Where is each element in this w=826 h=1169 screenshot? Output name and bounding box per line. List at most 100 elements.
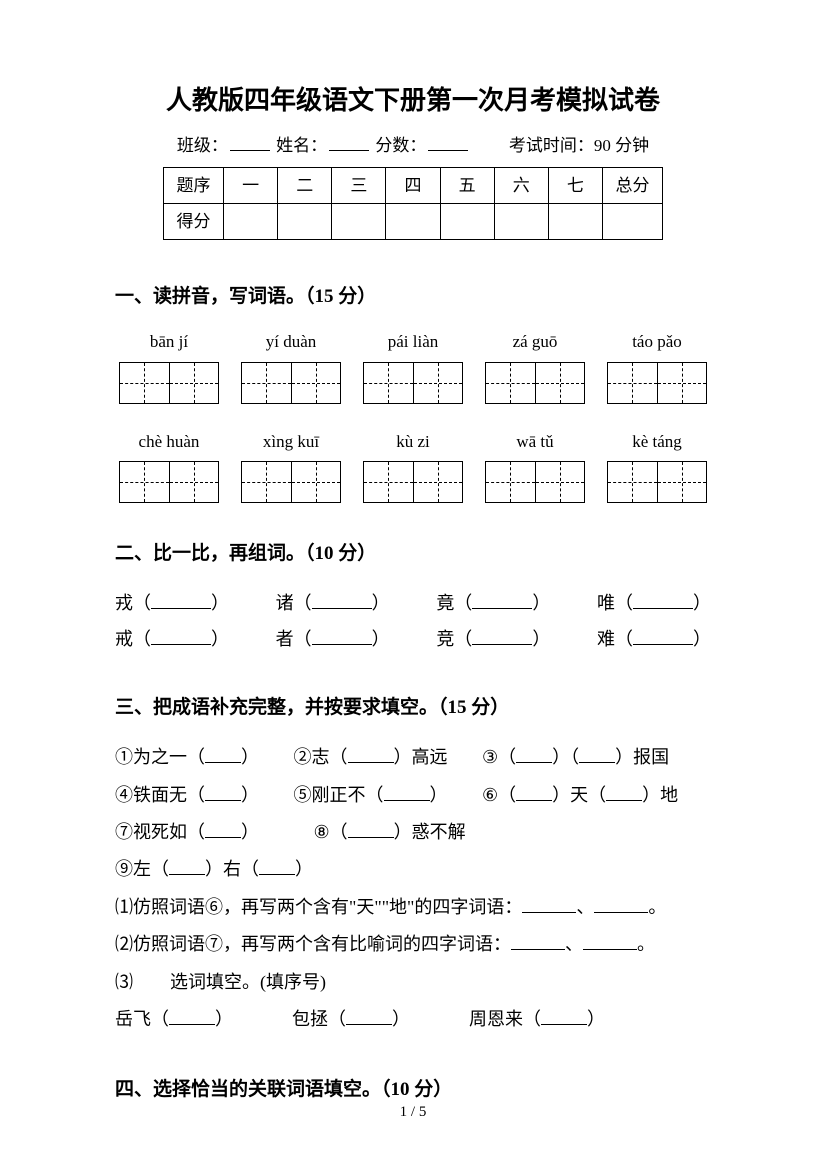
answer-blank[interactable]	[348, 745, 394, 763]
q3-name: 岳飞（	[115, 1009, 169, 1029]
q2-row-2: 戒（） 者（） 竞（） 难（）	[115, 621, 711, 657]
table-header: 七	[548, 167, 602, 203]
score-cell[interactable]	[603, 203, 663, 239]
score-cell[interactable]	[332, 203, 386, 239]
score-cell[interactable]	[548, 203, 602, 239]
answer-blank[interactable]	[151, 591, 211, 609]
table-header: 题序	[164, 167, 224, 203]
answer-blank[interactable]	[541, 1007, 587, 1025]
answer-blank[interactable]	[151, 627, 211, 645]
q2-char: 诸（	[276, 593, 312, 613]
char-box[interactable]	[241, 362, 341, 404]
q3-line-1: ①为之一（） ②志（）高远 ③（）（）报国	[115, 739, 711, 776]
table-header: 三	[332, 167, 386, 203]
answer-blank[interactable]	[312, 627, 372, 645]
q3-sub-text: ⑴仿照词语⑥，再写两个含有"天""地"的四字词语：	[115, 897, 522, 917]
q3-name: 周恩来（	[469, 1009, 541, 1029]
score-cell[interactable]	[224, 203, 278, 239]
pinyin-row-1: bān jí yí duàn pái liàn zá guō táo pǎo	[115, 328, 711, 355]
table-header: 五	[440, 167, 494, 203]
q3-text: ⑨左（	[115, 859, 169, 879]
char-box[interactable]	[607, 461, 707, 503]
char-box[interactable]	[363, 461, 463, 503]
q2-row-1: 戎（） 诸（） 竟（） 唯（）	[115, 585, 711, 621]
q2-char: 戎（	[115, 593, 151, 613]
answer-blank[interactable]	[472, 627, 532, 645]
answer-blank[interactable]	[472, 591, 532, 609]
char-box[interactable]	[119, 362, 219, 404]
pinyin-label: bān jí	[119, 328, 219, 355]
answer-blank[interactable]	[516, 745, 552, 763]
char-box[interactable]	[119, 461, 219, 503]
q2-char: 竟（	[436, 593, 472, 613]
q3-sub-3: ⑶ 选词填空。(填序号)	[115, 964, 711, 1001]
char-box[interactable]	[485, 362, 585, 404]
q3-text: ②志（	[294, 747, 348, 767]
q3-sub-text: 选词填空。(填序号)	[170, 972, 326, 992]
q2-char: 竞（	[436, 629, 472, 649]
answer-blank[interactable]	[205, 783, 241, 801]
score-cell[interactable]	[386, 203, 440, 239]
answer-blank[interactable]	[579, 745, 615, 763]
q3-text: ③（	[482, 747, 516, 767]
char-box[interactable]	[241, 461, 341, 503]
answer-blank[interactable]	[169, 857, 205, 875]
page-footer: 1 / 5	[0, 1100, 826, 1124]
section-3-title: 三、把成语补充完整，并按要求填空。（15 分）	[115, 691, 711, 725]
answer-blank[interactable]	[205, 820, 241, 838]
score-label-cell: 得分	[164, 203, 224, 239]
answer-blank[interactable]	[259, 857, 295, 875]
table-header: 六	[494, 167, 548, 203]
answer-blank[interactable]	[594, 895, 648, 913]
class-label: 班级：	[177, 136, 228, 155]
q2-char: 者（	[276, 629, 312, 649]
answer-blank[interactable]	[606, 783, 642, 801]
q3-line-3: ⑦视死如（） ⑧（）惑不解 ⑨左（）右（）	[115, 814, 711, 889]
score-blank[interactable]	[428, 150, 468, 151]
q3-sub-text: ⑵仿照词语⑦，再写两个含有比喻词的四字词语：	[115, 934, 511, 954]
q3-text: ⑧（	[314, 822, 348, 842]
answer-blank[interactable]	[583, 932, 637, 950]
pinyin-label: pái liàn	[363, 328, 463, 355]
answer-blank[interactable]	[348, 820, 394, 838]
class-blank[interactable]	[230, 150, 270, 151]
q3-text: ④铁面无（	[115, 785, 205, 805]
q3-sub-label: ⑶	[115, 972, 133, 992]
pinyin-label: chè huàn	[119, 428, 219, 455]
q3-text: ⑤刚正不（	[294, 785, 384, 805]
score-cell[interactable]	[440, 203, 494, 239]
char-box-row-1	[115, 362, 711, 404]
name-blank[interactable]	[329, 150, 369, 151]
answer-blank[interactable]	[516, 783, 552, 801]
char-box[interactable]	[607, 362, 707, 404]
char-box[interactable]	[485, 461, 585, 503]
answer-blank[interactable]	[633, 591, 693, 609]
answer-blank[interactable]	[205, 745, 241, 763]
pinyin-label: táo pǎo	[607, 328, 707, 355]
q2-char: 唯（	[597, 593, 633, 613]
q3-sub-4: 岳飞（） 包拯（） 周恩来（）	[115, 1001, 711, 1038]
q3-sub-1: ⑴仿照词语⑥，再写两个含有"天""地"的四字词语：、。	[115, 889, 711, 926]
pinyin-label: zá guō	[485, 328, 585, 355]
score-cell[interactable]	[278, 203, 332, 239]
header-info: 班级： 姓名： 分数： 考试时间：90 分钟	[115, 132, 711, 159]
answer-blank[interactable]	[312, 591, 372, 609]
q3-line-2: ④铁面无（） ⑤刚正不（） ⑥（）天（）地	[115, 777, 711, 814]
pinyin-label: wā tǔ	[485, 428, 585, 455]
char-box[interactable]	[363, 362, 463, 404]
table-header: 总分	[603, 167, 663, 203]
section-1-title: 一、读拼音，写词语。（15 分）	[115, 280, 711, 314]
q3-text: ⑦视死如（	[115, 822, 205, 842]
char-box-row-2	[115, 461, 711, 503]
answer-blank[interactable]	[346, 1007, 392, 1025]
table-header: 一	[224, 167, 278, 203]
answer-blank[interactable]	[511, 932, 565, 950]
q3-text: ①为之一（	[115, 747, 205, 767]
answer-blank[interactable]	[169, 1007, 215, 1025]
answer-blank[interactable]	[384, 783, 430, 801]
score-cell[interactable]	[494, 203, 548, 239]
pinyin-row-2: chè huàn xìng kuī kù zi wā tǔ kè táng	[115, 428, 711, 455]
answer-blank[interactable]	[522, 895, 576, 913]
answer-blank[interactable]	[633, 627, 693, 645]
q3-name: 包拯（	[292, 1009, 346, 1029]
